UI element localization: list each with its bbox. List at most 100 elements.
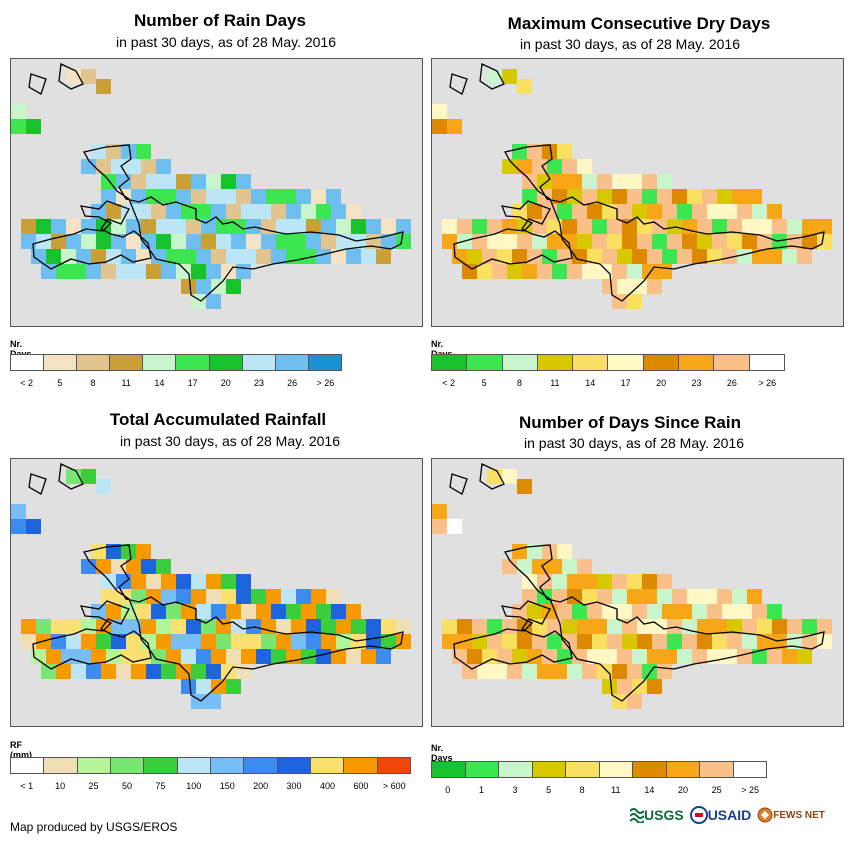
map-grid-cell	[537, 174, 552, 189]
map-grid-cell	[181, 679, 196, 694]
map-grid-cell	[156, 234, 171, 249]
legend-tick-label: 11	[611, 785, 621, 795]
map-grid-cell	[632, 604, 647, 619]
map-grid-cell	[131, 174, 146, 189]
map-credit: Map produced by USGS/EROS	[10, 820, 178, 834]
legend-tick-label: 14	[154, 378, 165, 388]
map-canvas	[11, 63, 411, 309]
map-grid-cell	[647, 679, 662, 694]
map-grid-cell	[567, 189, 582, 204]
legend-swatch	[244, 758, 278, 773]
map-grid-cell	[21, 219, 36, 234]
map-grid-cell	[772, 634, 787, 649]
map-grid-cell	[41, 664, 56, 679]
map-dry-days	[431, 58, 844, 327]
map-grid-cell	[221, 174, 236, 189]
legend-tick-label: < 2	[20, 378, 33, 388]
map-grid-cell	[502, 234, 517, 249]
map-grid-cell	[677, 204, 692, 219]
map-grid-cell	[557, 604, 572, 619]
map-grid-cell	[737, 649, 752, 664]
legend-swatch	[110, 758, 145, 773]
legend-tick-label: 8	[516, 378, 523, 388]
map-grid-cell	[572, 249, 587, 264]
map-grid-cell	[276, 219, 291, 234]
map-grid-cell	[151, 204, 166, 219]
map-grid-cell	[101, 664, 116, 679]
legend-swatch	[432, 762, 466, 777]
map-grid-cell	[231, 634, 246, 649]
map-grid-cell	[597, 589, 612, 604]
map-grid-cell	[597, 189, 612, 204]
map-grid-cell	[161, 189, 176, 204]
map-grid-cell	[136, 249, 151, 264]
map-grid-cell	[767, 604, 782, 619]
map-grid-cell	[592, 634, 607, 649]
legend-swatch	[11, 758, 45, 773]
map-grid-cell	[146, 189, 161, 204]
map-grid-cell	[627, 189, 642, 204]
map-grid-cell	[432, 104, 447, 119]
map-grid-cell	[582, 664, 597, 679]
map-grid-cell	[502, 619, 517, 634]
legend-tick-label: 3	[512, 785, 518, 795]
map-grid-cell	[71, 264, 86, 279]
map-grid-cell	[276, 619, 291, 634]
map-grid-cell	[116, 664, 131, 679]
map-grid-cell	[697, 619, 712, 634]
map-grid-cell	[557, 649, 572, 664]
map-grid-cell	[156, 634, 171, 649]
map-grid-cell	[236, 264, 251, 279]
map-grid-cell	[381, 619, 396, 634]
map-grid-cell	[542, 544, 557, 559]
map-grid-cell	[517, 634, 532, 649]
map-grid-cell	[587, 249, 602, 264]
legend-tick-label: 11	[121, 378, 131, 388]
map-grid-cell	[131, 264, 146, 279]
map-grid-cell	[221, 189, 236, 204]
map-grid-cell	[512, 649, 527, 664]
map-grid-cell	[627, 264, 642, 279]
map-grid-cell	[717, 589, 732, 604]
legend-swatch	[77, 355, 111, 370]
map-grid-cell	[376, 649, 391, 664]
map-grid-cell	[642, 664, 657, 679]
map-canvas	[432, 63, 832, 309]
map-grid-cell	[301, 604, 316, 619]
map-grid-cell	[527, 544, 542, 559]
legend-tick-label: 25	[711, 785, 722, 795]
map-grid-cell	[657, 589, 672, 604]
legend-swatch	[344, 758, 378, 773]
map-grid-cell	[336, 219, 351, 234]
map-grid-cell	[76, 249, 91, 264]
map-grid-cell	[627, 174, 642, 189]
map-grid-cell	[186, 634, 201, 649]
map-grid-cell	[216, 219, 231, 234]
map-grid-cell	[131, 574, 146, 589]
map-grid-cell	[351, 619, 366, 634]
map-grid-cell	[396, 619, 411, 634]
map-grid-cell	[552, 264, 567, 279]
map-grid-cell	[351, 219, 366, 234]
map-grid-cell	[512, 144, 527, 159]
fews-net-logo: FEWS NET	[757, 807, 825, 823]
map-grid-cell	[206, 294, 221, 309]
map-grid-cell	[261, 634, 276, 649]
map-grid-cell	[547, 159, 562, 174]
map-grid-cell	[542, 249, 557, 264]
map-grid-cell	[512, 544, 527, 559]
legend-tick-label: 600	[353, 781, 369, 791]
map-grid-cell	[532, 159, 547, 174]
legend-swatch	[77, 758, 111, 773]
map-grid-cell	[346, 204, 361, 219]
map-grid-cell	[722, 649, 737, 664]
map-grid-cell	[617, 279, 632, 294]
map-grid-cell	[667, 634, 682, 649]
map-grid-cell	[612, 589, 627, 604]
map-grid-cell	[81, 559, 96, 574]
map-grid-cell	[742, 619, 757, 634]
map-grid-cell	[532, 559, 547, 574]
map-grid-cell	[236, 174, 251, 189]
map-grid-cell	[562, 559, 577, 574]
map-grid-cell	[156, 559, 171, 574]
